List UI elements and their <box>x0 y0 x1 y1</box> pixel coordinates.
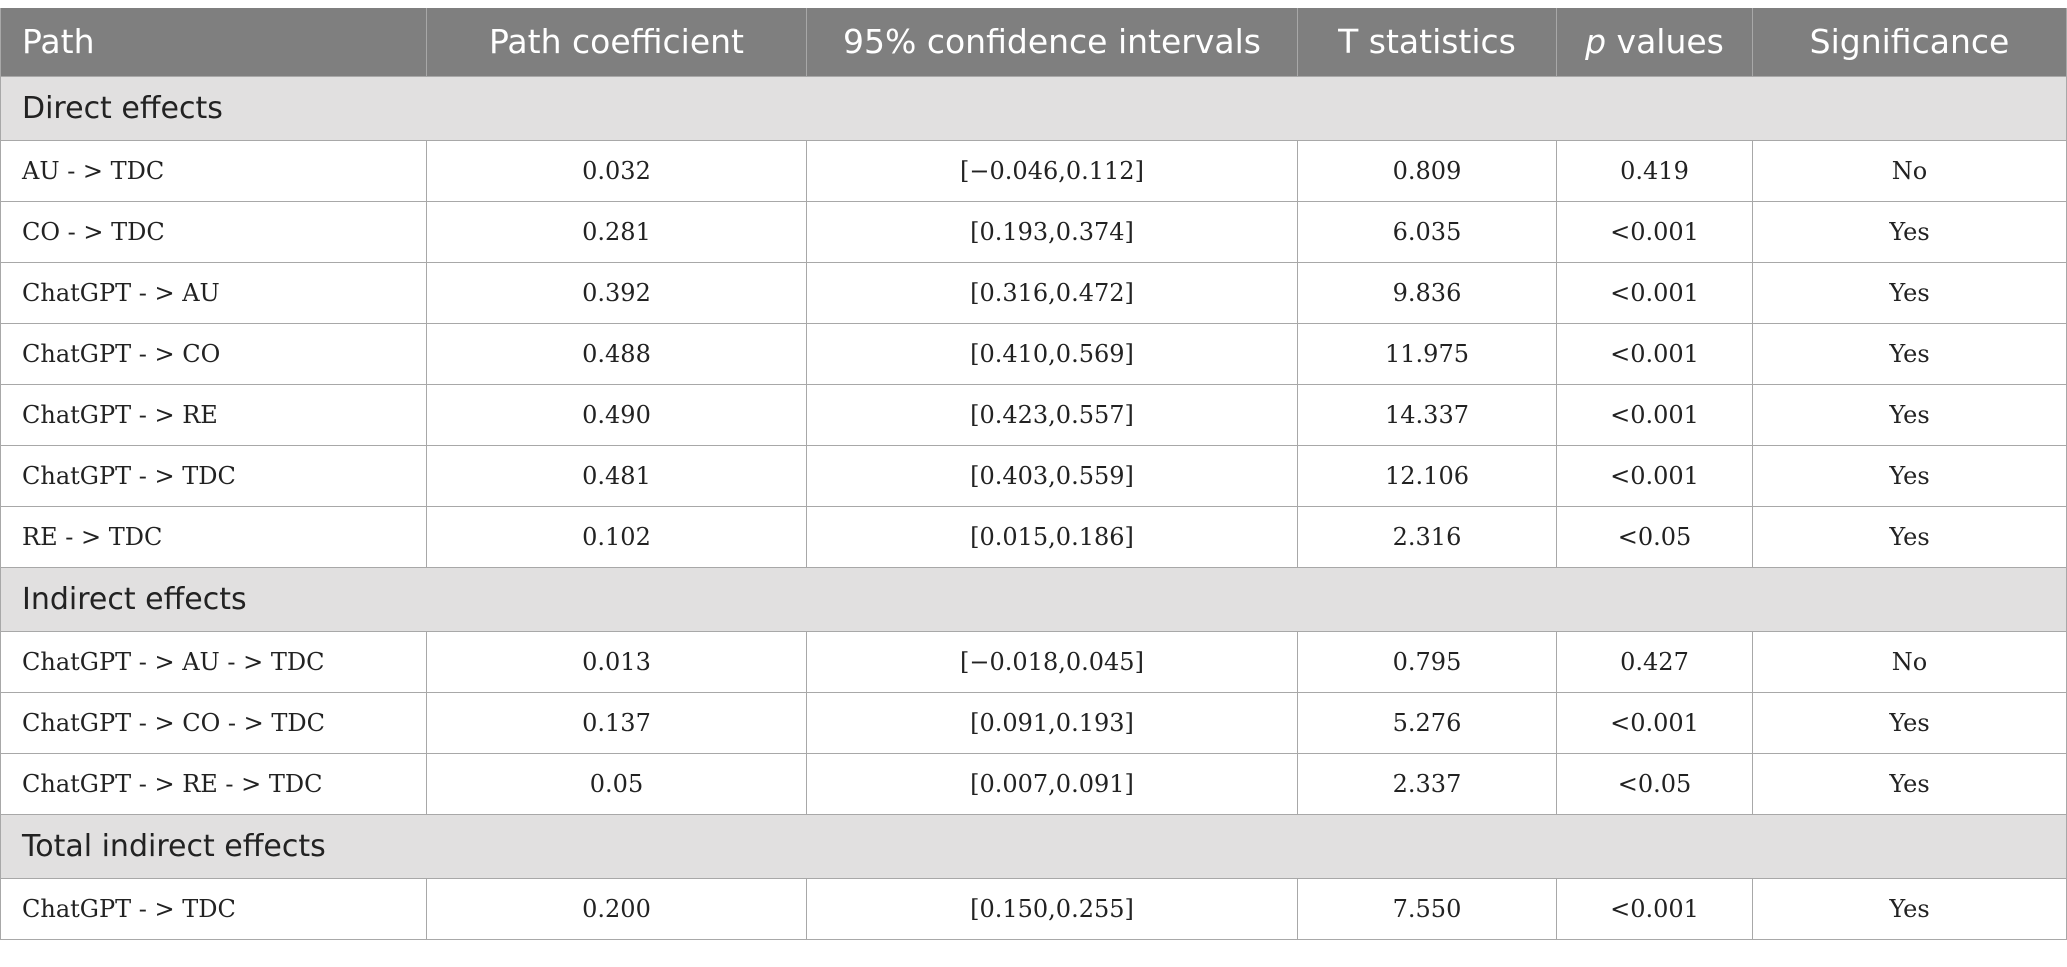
section-title: Indirect effects <box>0 566 2067 632</box>
cell-significance: No <box>1752 630 2067 693</box>
cell-path: CO - > TDC <box>0 200 427 263</box>
cell-p-value: <0.05 <box>1556 752 1753 815</box>
section-row: Total indirect effects <box>0 813 2067 879</box>
cell-t-statistic: 0.795 <box>1297 630 1557 693</box>
cell-confidence-interval: [−0.018,0.045] <box>806 630 1298 693</box>
cell-path-coefficient: 0.490 <box>426 383 807 446</box>
section-row: Indirect effects <box>0 566 2067 632</box>
cell-confidence-interval: [0.091,0.193] <box>806 691 1298 754</box>
cell-path: ChatGPT - > RE <box>0 383 427 446</box>
table-header: Path Path coefficient 95% confidence int… <box>0 8 2067 76</box>
cell-confidence-interval: [0.410,0.569] <box>806 322 1298 385</box>
cell-path: RE - > TDC <box>0 505 427 568</box>
table-row: ChatGPT - > TDC 0.200 [0.150,0.255] 7.550 <0… <box>0 877 2067 940</box>
table-row: ChatGPT - > AU 0.392 [0.316,0.472] 9.836 <0.… <box>0 261 2067 324</box>
cell-path: ChatGPT - > CO - > TDC <box>0 691 427 754</box>
cell-significance: Yes <box>1752 322 2067 385</box>
cell-path-coefficient: 0.032 <box>426 139 807 202</box>
cell-p-value: <0.001 <box>1556 383 1753 446</box>
cell-path: ChatGPT - > RE - > TDC <box>0 752 427 815</box>
cell-path-coefficient: 0.200 <box>426 877 807 940</box>
header-path-coefficient: Path coefficient <box>426 8 807 76</box>
header-confidence-intervals: 95% confidence intervals <box>806 8 1298 76</box>
header-row: Path Path coefficient 95% confidence int… <box>0 8 2067 76</box>
cell-path-coefficient: 0.05 <box>426 752 807 815</box>
cell-t-statistic: 12.106 <box>1297 444 1557 507</box>
cell-significance: Yes <box>1752 752 2067 815</box>
table-row: ChatGPT - > AU - > TDC 0.013 [−0.018,0.045… <box>0 630 2067 693</box>
cell-p-value: <0.001 <box>1556 444 1753 507</box>
cell-p-value: <0.001 <box>1556 691 1753 754</box>
header-p-values: p values <box>1556 8 1753 76</box>
cell-significance: Yes <box>1752 691 2067 754</box>
cell-p-value: <0.05 <box>1556 505 1753 568</box>
cell-p-value: <0.001 <box>1556 200 1753 263</box>
cell-path-coefficient: 0.481 <box>426 444 807 507</box>
cell-confidence-interval: [0.007,0.091] <box>806 752 1298 815</box>
cell-confidence-interval: [0.150,0.255] <box>806 877 1298 940</box>
cell-path: AU - > TDC <box>0 139 427 202</box>
header-path: Path <box>0 8 427 76</box>
cell-t-statistic: 2.316 <box>1297 505 1557 568</box>
cell-t-statistic: 14.337 <box>1297 383 1557 446</box>
cell-path: ChatGPT - > CO <box>0 322 427 385</box>
table-row: CO - > TDC 0.281 [0.193,0.374] 6.035 <0.001 Y… <box>0 200 2067 263</box>
cell-confidence-interval: [0.316,0.472] <box>806 261 1298 324</box>
table-row: ChatGPT - > CO 0.488 [0.410,0.569] 11.975 <0… <box>0 322 2067 385</box>
cell-path: ChatGPT - > AU - > TDC <box>0 630 427 693</box>
cell-t-statistic: 11.975 <box>1297 322 1557 385</box>
cell-significance: Yes <box>1752 505 2067 568</box>
cell-path: ChatGPT - > TDC <box>0 877 427 940</box>
cell-path-coefficient: 0.013 <box>426 630 807 693</box>
path-analysis-table: Path Path coefficient 95% confidence int… <box>0 8 2067 940</box>
cell-p-value: <0.001 <box>1556 261 1753 324</box>
table-row: AU - > TDC 0.032 [−0.046,0.112] 0.809 0.419 N… <box>0 139 2067 202</box>
cell-path-coefficient: 0.392 <box>426 261 807 324</box>
cell-p-value: 0.419 <box>1556 139 1753 202</box>
cell-path-coefficient: 0.137 <box>426 691 807 754</box>
cell-t-statistic: 6.035 <box>1297 200 1557 263</box>
cell-significance: Yes <box>1752 444 2067 507</box>
cell-confidence-interval: [0.015,0.186] <box>806 505 1298 568</box>
cell-t-statistic: 2.337 <box>1297 752 1557 815</box>
cell-path: ChatGPT - > AU <box>0 261 427 324</box>
cell-p-value: <0.001 <box>1556 877 1753 940</box>
cell-t-statistic: 5.276 <box>1297 691 1557 754</box>
cell-p-value: 0.427 <box>1556 630 1753 693</box>
table-row: ChatGPT - > RE - > TDC 0.05 [0.007,0.091] 2… <box>0 752 2067 815</box>
cell-path-coefficient: 0.281 <box>426 200 807 263</box>
table-row: RE - > TDC 0.102 [0.015,0.186] 2.316 <0.05 Ye… <box>0 505 2067 568</box>
cell-significance: Yes <box>1752 877 2067 940</box>
cell-significance: Yes <box>1752 200 2067 263</box>
cell-t-statistic: 7.550 <box>1297 877 1557 940</box>
cell-significance: No <box>1752 139 2067 202</box>
cell-confidence-interval: [−0.046,0.112] <box>806 139 1298 202</box>
section-row: Direct effects <box>0 75 2067 141</box>
table-row: ChatGPT - > RE 0.490 [0.423,0.557] 14.337 <0… <box>0 383 2067 446</box>
header-significance: Significance <box>1752 8 2067 76</box>
table-row: ChatGPT - > TDC 0.481 [0.403,0.559] 12.106 <… <box>0 444 2067 507</box>
cell-p-value: <0.001 <box>1556 322 1753 385</box>
cell-significance: Yes <box>1752 261 2067 324</box>
cell-confidence-interval: [0.193,0.374] <box>806 200 1298 263</box>
section-title: Direct effects <box>0 75 2067 141</box>
cell-confidence-interval: [0.403,0.559] <box>806 444 1298 507</box>
cell-path: ChatGPT - > TDC <box>0 444 427 507</box>
cell-significance: Yes <box>1752 383 2067 446</box>
results-table-wrapper: Path Path coefficient 95% confidence int… <box>0 8 2067 940</box>
section-title: Total indirect effects <box>0 813 2067 879</box>
table-row: ChatGPT - > CO - > TDC 0.137 [0.091,0.193]… <box>0 691 2067 754</box>
cell-t-statistic: 9.836 <box>1297 261 1557 324</box>
cell-t-statistic: 0.809 <box>1297 139 1557 202</box>
header-t-statistics: T statistics <box>1297 8 1557 76</box>
table-body: Direct effects AU - > TDC 0.032 [−0.046,0.1… <box>0 75 2067 940</box>
cell-confidence-interval: [0.423,0.557] <box>806 383 1298 446</box>
cell-path-coefficient: 0.488 <box>426 322 807 385</box>
header-p-italic: p <box>1585 22 1607 62</box>
cell-path-coefficient: 0.102 <box>426 505 807 568</box>
header-values-label: values <box>1616 22 1724 62</box>
